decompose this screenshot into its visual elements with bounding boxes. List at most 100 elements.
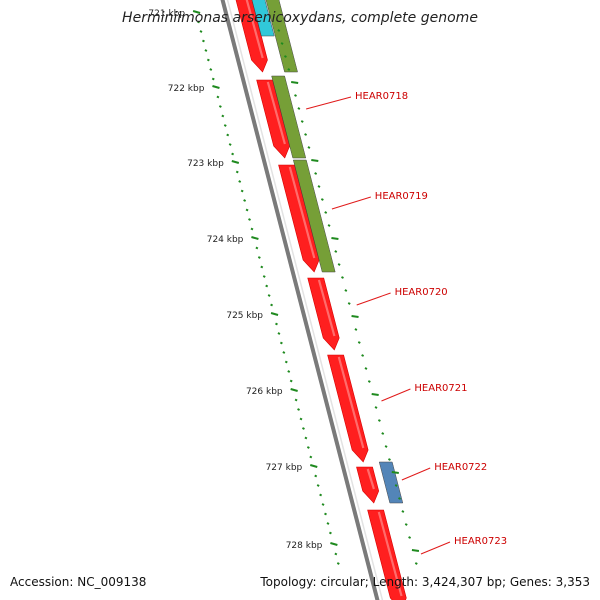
cds-arrow[interactable] [356, 466, 380, 504]
cds-arrow[interactable] [327, 354, 369, 463]
scale-tick-minor [394, 484, 398, 487]
scale-tick-label: 726 kbp [246, 387, 283, 397]
scale-tick-minor [354, 328, 358, 331]
cog-bar-green[interactable] [292, 159, 336, 273]
cds-arrow-highlight [337, 356, 365, 449]
genome-backbone [220, 0, 380, 600]
scale-tick-minor [243, 199, 247, 202]
scale-tick-minor [388, 458, 391, 461]
gene-label[interactable]: HEAR0721 [414, 383, 467, 394]
scale-tick-minor [357, 341, 361, 344]
scale-tick-minor [374, 406, 378, 409]
scale-tick-minor [384, 445, 388, 448]
scale-tick-minor [216, 95, 220, 99]
cds-arrow-highlight [317, 279, 336, 337]
scale-tick-major [290, 388, 298, 392]
scale-tick-minor [245, 208, 249, 212]
scale-tick-minor [265, 284, 269, 288]
scale-tick-minor [351, 315, 359, 318]
scale-tick-minor [302, 427, 305, 430]
scale-tick-minor [320, 198, 324, 201]
cds-arrow[interactable] [278, 164, 320, 273]
scale-tick-minor [334, 552, 338, 556]
scale-tick-minor [267, 294, 271, 297]
scale-tick-minor [209, 68, 213, 71]
scale-tick-label: 722 kbp [168, 84, 205, 94]
gene-label[interactable]: HEAR0723 [454, 536, 507, 547]
scale-tick-label: 727 kbp [266, 463, 303, 473]
scale-tick-minor [304, 436, 308, 440]
scale-tick-minor [284, 360, 288, 364]
gene-label[interactable]: HEAR0719 [375, 191, 428, 202]
scale-tick-minor [398, 497, 401, 500]
scale-tick-minor [287, 68, 291, 71]
scale-tick-minor [231, 152, 235, 156]
scale-tick-minor [314, 474, 318, 478]
scale-tick-minor [377, 419, 381, 422]
scale-tick-minor [324, 512, 327, 516]
scale-tick-minor [347, 302, 351, 305]
scale-tick-major [231, 160, 240, 164]
scale-tick-minor [367, 380, 371, 383]
scale-tick-minor [250, 227, 254, 231]
scale-tick-minor [287, 370, 291, 373]
scale-tick-minor [309, 455, 313, 459]
scale-tick-minor [228, 143, 232, 146]
genome-title: Herminiimonas arsenicoxydans, complete g… [122, 10, 478, 26]
scale-tick-minor [294, 398, 298, 402]
scale-tick-minor [218, 105, 222, 108]
cog-bar-blue[interactable] [378, 461, 404, 504]
scale-tick-minor [304, 133, 308, 136]
scale-tick-minor [255, 246, 259, 250]
scale-tick-label: 721 kbp [148, 9, 185, 19]
cds-arrow[interactable] [307, 277, 340, 351]
scale-tick-minor [411, 549, 420, 552]
scale-tick-minor [317, 185, 321, 188]
cds-arrow-highlight [245, 0, 264, 59]
gene-label[interactable]: HEAR0720 [395, 287, 448, 298]
scale-tick-minor [404, 523, 408, 526]
gene-label-leader [420, 541, 451, 555]
cds-arrow[interactable] [256, 79, 290, 159]
scale-tick-minor [270, 303, 274, 307]
scale-tick-minor [326, 522, 330, 525]
scale-tick-minor [206, 58, 210, 62]
scale-tick-minor [299, 417, 303, 421]
scale-tick-minor [262, 275, 266, 278]
scale-tick-minor [316, 484, 320, 487]
scale-tick-minor [202, 39, 205, 43]
scale-tick-minor [306, 446, 310, 449]
cds-arrow[interactable] [233, 0, 268, 73]
scale-tick-minor [277, 332, 281, 335]
gene-label[interactable]: HEAR0718 [355, 91, 408, 102]
scale-tick-minor [307, 146, 311, 149]
gene-label-leader [381, 388, 411, 402]
scale-tick-minor [221, 114, 225, 118]
scale-tick-minor [361, 354, 365, 357]
gene-label[interactable]: HEAR0722 [434, 462, 487, 473]
cog-bar-green[interactable] [271, 75, 307, 159]
cds-arrow-highlight [288, 166, 316, 259]
scale-tick-minor [401, 510, 405, 513]
scale-tick-minor [223, 124, 227, 127]
scale-tick-major [192, 10, 201, 14]
scale-tick-minor [211, 77, 215, 81]
scale-tick-minor [204, 49, 208, 52]
scale-tick-minor [334, 250, 338, 253]
scale-tick-minor [284, 55, 287, 58]
scale-tick-label: 723 kbp [187, 159, 224, 169]
scale-tick-minor [257, 256, 261, 259]
scale-tick-minor [279, 341, 283, 345]
scale-tick-minor [297, 408, 300, 411]
scale-tick-minor [337, 263, 341, 266]
scale-tick-minor [408, 536, 412, 539]
scale-tick-minor [289, 379, 293, 383]
scale-tick-minor [235, 170, 239, 174]
cog-bar-green[interactable] [263, 0, 298, 73]
gene-label-leader [401, 467, 431, 481]
scale-tick-label: 724 kbp [207, 235, 244, 245]
cog-bar-cyan[interactable] [249, 0, 275, 37]
scale-tick-minor [282, 351, 286, 354]
scale-tick-minor [328, 531, 332, 535]
